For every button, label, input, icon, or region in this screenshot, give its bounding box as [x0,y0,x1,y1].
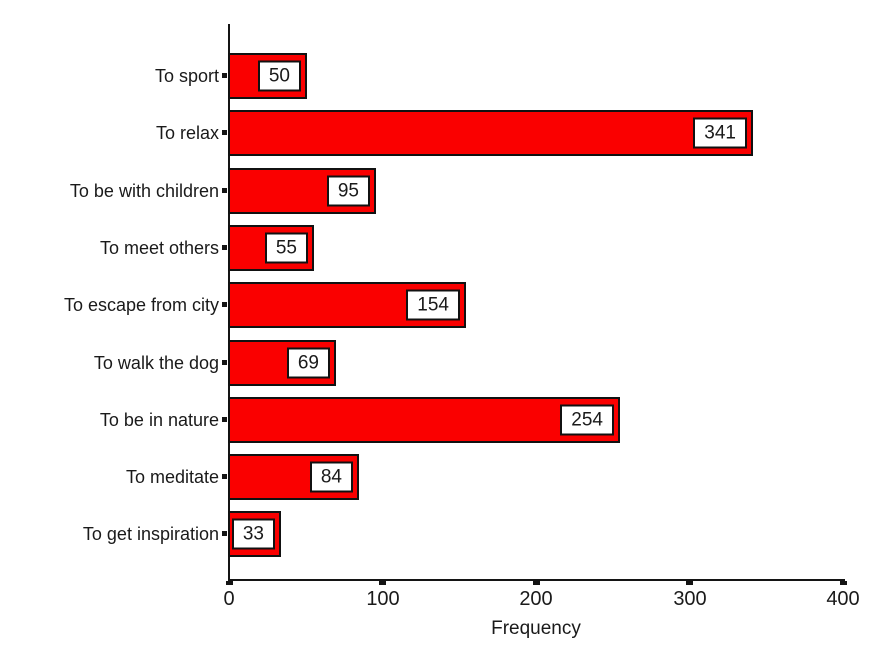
category-tick [222,188,227,193]
value-label: 55 [264,232,308,264]
x-tick-label: 200 [519,588,553,610]
bar: 84 [228,454,359,500]
category-label: To be with children [69,181,219,201]
category-tick [222,474,227,479]
bar: 69 [228,340,336,386]
bar: 55 [228,225,314,271]
bar: 341 [228,110,753,156]
bar: 254 [228,397,620,443]
value-label: 154 [406,289,460,321]
category-label: To be in nature [99,410,219,430]
x-axis-line [228,579,845,581]
value-label: 341 [693,117,747,149]
category-label: To get inspiration [82,524,219,544]
category-tick [222,417,227,422]
x-tick [686,581,693,585]
bar: 50 [228,53,307,99]
category-label: To walk the dog [93,353,219,373]
x-tick [533,581,540,585]
value-label: 69 [286,347,330,379]
bar: 33 [228,511,281,557]
category-tick [222,302,227,307]
x-tick-label: 300 [673,588,707,610]
value-label: 33 [231,518,275,550]
category-label: To meet others [99,238,219,258]
category-tick [222,245,227,250]
value-label: 95 [326,175,370,207]
bar: 154 [228,282,466,328]
bar: 95 [228,168,376,214]
category-tick [222,360,227,365]
category-tick [222,73,227,78]
category-label: To meditate [125,467,219,487]
x-tick [226,581,233,585]
x-tick [379,581,386,585]
x-axis-title: Frequency [491,618,581,639]
category-label: To relax [155,123,219,143]
category-tick [222,130,227,135]
value-label: 84 [309,461,353,493]
value-label: 50 [257,60,301,92]
x-tick [840,581,847,585]
value-label: 254 [560,404,614,436]
category-label: To escape from city [63,295,219,315]
x-tick-label: 0 [223,588,235,610]
x-tick-label: 400 [826,588,860,610]
x-tick-label: 100 [366,588,400,610]
category-tick [222,531,227,536]
category-label: To sport [154,66,219,86]
